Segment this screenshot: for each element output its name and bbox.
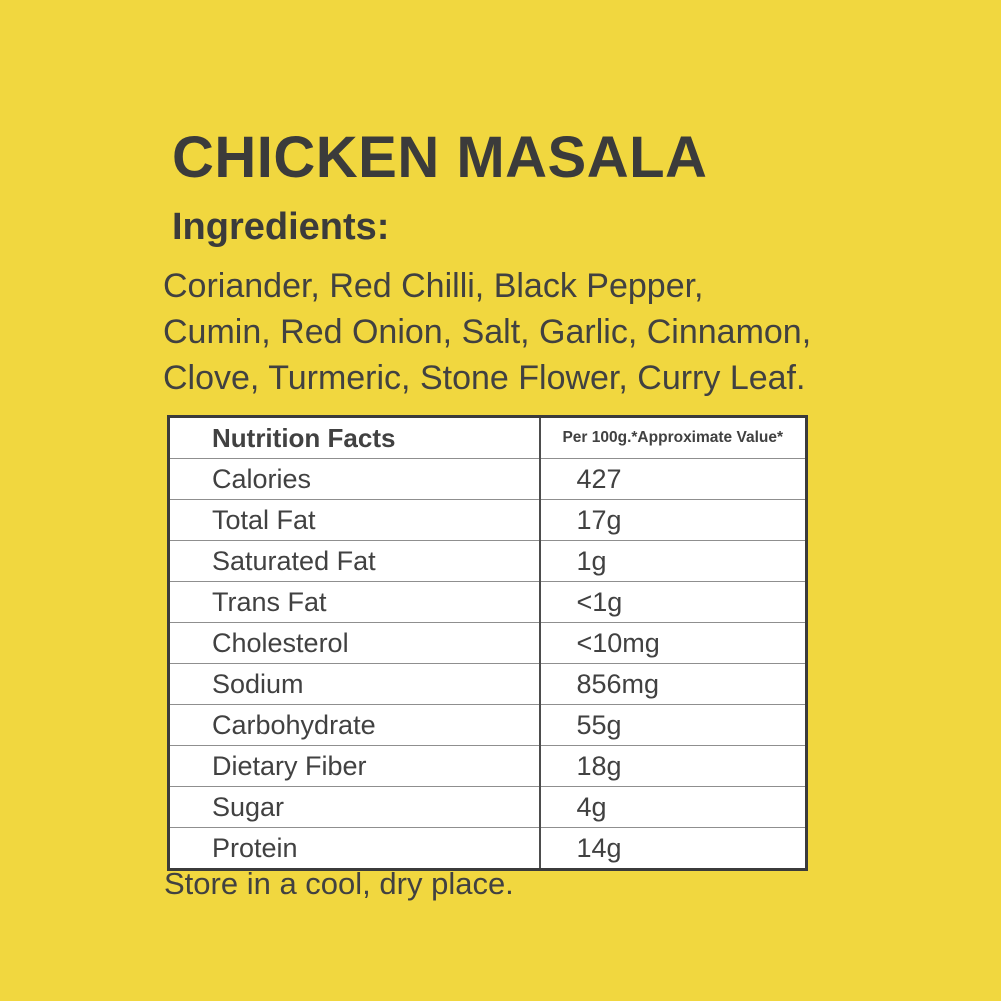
- ingredients-line: Cumin, Red Onion, Salt, Garlic, Cinnamon…: [163, 313, 812, 351]
- ingredients-text: Coriander, Red Chilli, Black Pepper, Cum…: [163, 263, 811, 401]
- table-row: Cholesterol <10mg: [168, 622, 807, 664]
- table-row: Calories 427: [168, 458, 807, 500]
- storage-note: Store in a cool, dry place.: [164, 866, 514, 901]
- nutrient-value: <1g: [539, 581, 807, 623]
- nutrient-value: 14g: [539, 827, 807, 870]
- ingredients-line: Clove, Turmeric, Stone Flower, Curry Lea…: [163, 359, 806, 397]
- table-row: Trans Fat <1g: [168, 581, 807, 623]
- nutrient-label: Protein: [168, 827, 541, 870]
- nutrition-facts-table: Nutrition Facts Per 100g.*Approximate Va…: [167, 415, 808, 871]
- table-row: Sodium 856mg: [168, 663, 807, 705]
- nutrient-label: Sugar: [168, 786, 541, 828]
- per-100g-header: Per 100g.*Approximate Value*: [539, 416, 807, 459]
- nutrient-value: 18g: [539, 745, 807, 787]
- ingredients-line: Coriander, Red Chilli, Black Pepper,: [163, 267, 704, 305]
- table-row: Total Fat 17g: [168, 499, 807, 541]
- nutrient-value: 1g: [539, 540, 807, 582]
- nutrition-facts-header: Nutrition Facts: [168, 416, 541, 459]
- nutrient-value: 856mg: [539, 663, 807, 705]
- nutrition-table-body: Calories 427 Total Fat 17g Saturated Fat…: [168, 458, 807, 870]
- nutrient-value: <10mg: [539, 622, 807, 664]
- table-row: Dietary Fiber 18g: [168, 745, 807, 787]
- nutrient-label: Total Fat: [168, 499, 541, 541]
- table-row: Protein 14g: [168, 827, 807, 870]
- table-header-row: Nutrition Facts Per 100g.*Approximate Va…: [168, 416, 807, 459]
- nutrient-label: Sodium: [168, 663, 541, 705]
- ingredients-heading: Ingredients:: [172, 206, 390, 248]
- nutrient-label: Carbohydrate: [168, 704, 541, 746]
- nutrient-value: 17g: [539, 499, 807, 541]
- table-row: Carbohydrate 55g: [168, 704, 807, 746]
- nutrient-label: Cholesterol: [168, 622, 541, 664]
- nutrient-label: Calories: [168, 458, 541, 500]
- nutrient-label: Trans Fat: [168, 581, 541, 623]
- nutrient-label: Dietary Fiber: [168, 745, 541, 787]
- nutrient-value: 427: [539, 458, 807, 500]
- page-title: CHICKEN MASALA: [172, 125, 708, 190]
- nutrient-value: 55g: [539, 704, 807, 746]
- table-row: Saturated Fat 1g: [168, 540, 807, 582]
- nutrient-value: 4g: [539, 786, 807, 828]
- nutrient-label: Saturated Fat: [168, 540, 541, 582]
- table-row: Sugar 4g: [168, 786, 807, 828]
